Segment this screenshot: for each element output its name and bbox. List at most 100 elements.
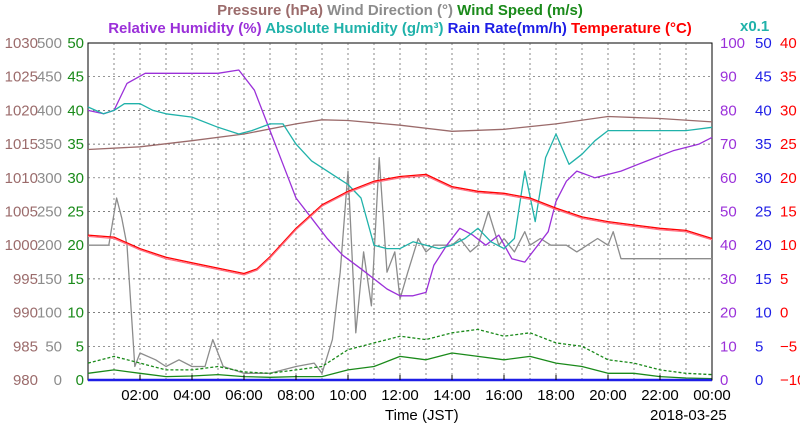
y-tick-label-wind-speed: 0 [76,372,84,389]
x-tick-label: 10:00 [329,387,367,404]
y-tick-label-wind-speed: 5 [76,338,84,355]
x-tick-label: 06:00 [225,387,263,404]
y-tick-label-pressure: 985 [13,338,38,355]
y-tick-label-humidity: 50 [720,204,737,221]
y-tick-label-rain: 20 [755,237,772,254]
abs-humidity-scale-note: x0.1 [740,18,769,35]
x-tick-label: 00:00 [693,387,731,404]
y-tick-label-rain: 15 [755,271,772,288]
y-tick-label-temperature: 10 [780,237,797,254]
y-tick-label-humidity: 80 [720,102,737,119]
y-tick-label-wind-direction: 50 [45,338,62,355]
y-tick-label-pressure: 1005 [5,204,38,221]
y-tick-label-rain: 45 [755,69,772,86]
series-temperature [87,173,713,275]
x-axis-label: Time (JST) [385,407,459,424]
x-tick-label: 18:00 [537,387,575,404]
header-line-2: Relative Humidity (%) Absolute Humidity … [108,20,692,37]
y-tick-label-wind-speed: 10 [67,305,84,322]
y-tick-label-temperature: −5 [780,338,797,355]
y-tick-label-pressure: 980 [13,372,38,389]
y-tick-label-rain: 5 [755,338,763,355]
y-tick-label-temperature: 40 [780,35,797,52]
y-tick-label-temperature: −10 [780,372,800,389]
header-label: Relative Humidity (%) [108,20,261,37]
header-label: Wind Direction (°) [323,2,453,19]
y-tick-label-humidity: 90 [720,69,737,86]
y-tick-label-temperature: 35 [780,69,797,86]
y-tick-label-pressure: 1020 [5,102,38,119]
x-tick-label: 16:00 [485,387,523,404]
y-tick-label-humidity: 100 [720,35,745,52]
y-tick-label-temperature: 15 [780,204,797,221]
y-tick-label-rain: 40 [755,102,772,119]
header-label: Temperature (°C) [567,20,692,37]
y-tick-label-rain: 25 [755,204,772,221]
y-tick-label-pressure: 1010 [5,170,38,187]
y-tick-label-wind-speed: 45 [67,69,84,86]
y-tick-label-wind-speed: 35 [67,136,84,153]
y-tick-label-pressure: 995 [13,271,38,288]
y-tick-label-pressure: 990 [13,305,38,322]
y-tick-label-pressure: 1000 [5,237,38,254]
series-temperature-dew [87,175,713,276]
header-label: Rain Rate(mm/h) [444,20,567,37]
y-tick-label-wind-speed: 15 [67,271,84,288]
y-tick-label-wind-speed: 40 [67,102,84,119]
y-tick-label-rain: 30 [755,170,772,187]
series-wind-direction [88,156,712,374]
header-label: Absolute Humidity (g/m³) [262,20,444,37]
y-tick-label-rain: 10 [755,305,772,322]
y-tick-label-wind-direction: 400 [37,102,62,119]
x-tick-label: 20:00 [589,387,627,404]
y-tick-label-humidity: 70 [720,136,737,153]
y-tick-label-humidity: 10 [720,338,737,355]
date-label: 2018-03-25 [650,407,727,424]
y-tick-label-wind-speed: 25 [67,204,84,221]
y-tick-label-temperature: 20 [780,170,797,187]
y-tick-label-temperature: 0 [780,305,788,322]
y-tick-label-humidity: 60 [720,170,737,187]
y-tick-label-temperature: 5 [780,271,788,288]
x-tick-label: 12:00 [381,387,419,404]
y-tick-label-humidity: 0 [720,372,728,389]
series-relative-humidity [87,69,713,297]
y-tick-label-wind-direction: 150 [37,271,62,288]
series-pressure [87,115,713,151]
y-tick-label-pressure: 1025 [5,69,38,86]
x-tick-label: 04:00 [173,387,211,404]
y-axes-ticks: 1030102510201015101010051000995990985980… [5,35,800,389]
y-tick-label-temperature: 30 [780,102,797,119]
y-tick-label-wind-direction: 300 [37,170,62,187]
y-tick-label-wind-speed: 20 [67,237,84,254]
y-tick-label-pressure: 1015 [5,136,38,153]
y-tick-label-wind-direction: 200 [37,237,62,254]
y-tick-label-wind-direction: 500 [37,35,62,52]
x-tick-label: 22:00 [641,387,679,404]
y-tick-label-wind-speed: 30 [67,170,84,187]
y-tick-label-rain: 35 [755,136,772,153]
x-tick-label: 08:00 [277,387,315,404]
header-label: Wind Speed (m/s) [453,2,583,19]
x-axis-ticks: 02:00 04:00 06:00 08:00 10:00 12:00 14:00 16:00… [121,375,731,404]
y-tick-label-wind-speed: 50 [67,35,84,52]
x-tick-label: 02:00 [121,387,159,404]
grid-lines [88,43,712,380]
y-tick-label-humidity: 30 [720,271,737,288]
y-tick-label-rain: 50 [755,35,772,52]
y-tick-label-wind-direction: 450 [37,69,62,86]
x-tick-label: 14:00 [433,387,471,404]
y-tick-label-wind-direction: 0 [54,372,62,389]
y-tick-label-pressure: 1030 [5,35,38,52]
series-absolute-humidity [87,103,713,250]
y-tick-label-wind-direction: 100 [37,305,62,322]
y-tick-label-rain: 0 [755,372,763,389]
y-tick-label-humidity: 20 [720,305,737,322]
header-line-1: Pressure (hPa) Wind Direction (°) Wind S… [217,2,583,19]
y-tick-label-temperature: 25 [780,136,797,153]
y-tick-label-wind-direction: 350 [37,136,62,153]
series-wind-speed-gust [87,328,713,376]
y-tick-label-wind-direction: 250 [37,204,62,221]
y-tick-label-humidity: 40 [720,237,737,254]
